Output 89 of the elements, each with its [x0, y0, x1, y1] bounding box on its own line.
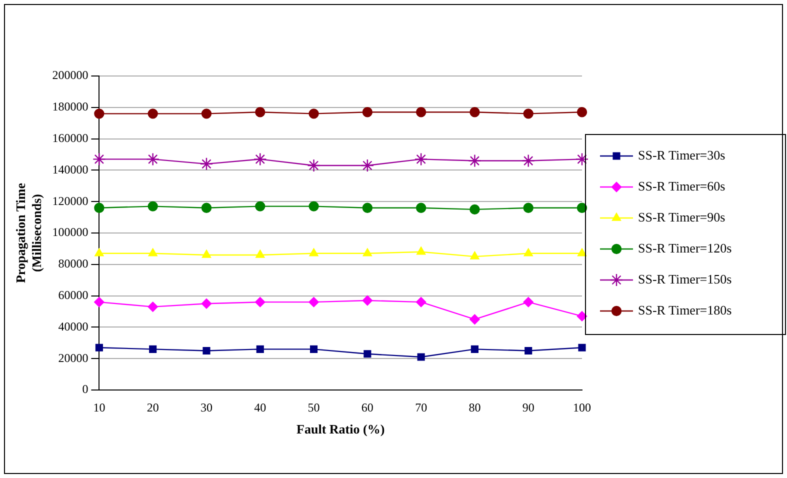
y-tick-label: 160000: [52, 130, 88, 145]
point: [468, 154, 482, 168]
y-axis-title: Propagation Time (Milliseconds): [13, 182, 44, 284]
point: [94, 108, 104, 119]
point: [523, 296, 534, 308]
point: [362, 202, 373, 213]
y-tick-label: 40000: [58, 319, 88, 334]
point: [92, 152, 106, 166]
y-tick-label: 120000: [52, 194, 88, 208]
x-tick-label: 80: [468, 400, 481, 414]
point: [360, 158, 374, 172]
legend-label: SS-R Timer=120s: [638, 240, 732, 256]
legend-label: SS-R Timer=150s: [638, 271, 732, 286]
point: [309, 248, 318, 256]
y-tick-label: 180000: [52, 100, 88, 114]
point: [255, 107, 266, 118]
point: [364, 350, 372, 358]
point: [201, 108, 212, 119]
point: [576, 311, 588, 322]
point: [308, 296, 319, 308]
point: [417, 353, 425, 361]
point: [524, 248, 533, 256]
y-tick-label: 0: [82, 382, 88, 396]
point: [416, 246, 426, 255]
point: [416, 202, 426, 213]
point: [201, 298, 212, 309]
point: [94, 248, 104, 256]
point: [148, 302, 158, 312]
point: [470, 107, 480, 118]
x-axis-title: Fault Ratio (%): [296, 422, 385, 437]
point: [362, 248, 372, 256]
legend-label: SS-R Timer=60s: [638, 178, 726, 194]
point: [523, 202, 534, 213]
point: [308, 108, 319, 119]
point: [202, 346, 210, 355]
y-tick-label: 140000: [52, 162, 88, 176]
point: [414, 152, 428, 166]
point: [308, 201, 319, 212]
point: [148, 248, 158, 256]
point: [148, 201, 158, 212]
y-tick-label: 100000: [52, 225, 88, 240]
point: [200, 157, 214, 171]
point: [362, 107, 373, 118]
point: [256, 345, 264, 353]
point: [416, 296, 426, 308]
point: [149, 345, 157, 353]
point: [255, 296, 266, 308]
point: [146, 152, 160, 166]
point: [578, 344, 586, 352]
legend-label: SS-R Timer=180s: [638, 302, 732, 318]
x-tick-label: 90: [522, 400, 534, 414]
point: [201, 202, 212, 213]
point: [470, 204, 480, 215]
x-tick-label: 50: [308, 400, 320, 414]
legend-label: SS-R Timer=30s: [638, 147, 726, 162]
y-tick-label: 80000: [58, 256, 88, 271]
x-tick-label: 30: [200, 400, 212, 414]
point: [578, 248, 586, 256]
point: [470, 251, 480, 260]
point: [524, 346, 532, 355]
y-tick-label: 20000: [58, 350, 88, 365]
point: [94, 202, 104, 213]
point: [94, 296, 104, 308]
point: [523, 108, 534, 119]
x-tick-label: 70: [415, 400, 428, 414]
point: [148, 108, 158, 119]
point: [522, 154, 535, 168]
point: [256, 250, 265, 258]
point: [576, 107, 588, 118]
x-tick-label: 40: [254, 400, 266, 414]
point: [95, 344, 103, 352]
point: [202, 250, 211, 258]
point: [255, 201, 266, 212]
point: [470, 314, 480, 324]
point: [576, 202, 588, 213]
point: [254, 152, 267, 166]
x-tick-label: 100: [573, 400, 591, 414]
x-tick-label: 60: [361, 400, 374, 414]
point: [310, 345, 318, 353]
x-tick-label: 10: [93, 400, 106, 414]
point: [470, 345, 478, 353]
legend-label: SS-R Timer=90s: [638, 209, 726, 224]
point: [575, 152, 589, 166]
y-tick-label: 200000: [52, 68, 88, 82]
point: [307, 158, 320, 172]
point: [362, 295, 373, 306]
y-tick-label: 60000: [58, 288, 88, 302]
x-tick-label: 20: [146, 400, 159, 414]
point: [416, 107, 426, 118]
